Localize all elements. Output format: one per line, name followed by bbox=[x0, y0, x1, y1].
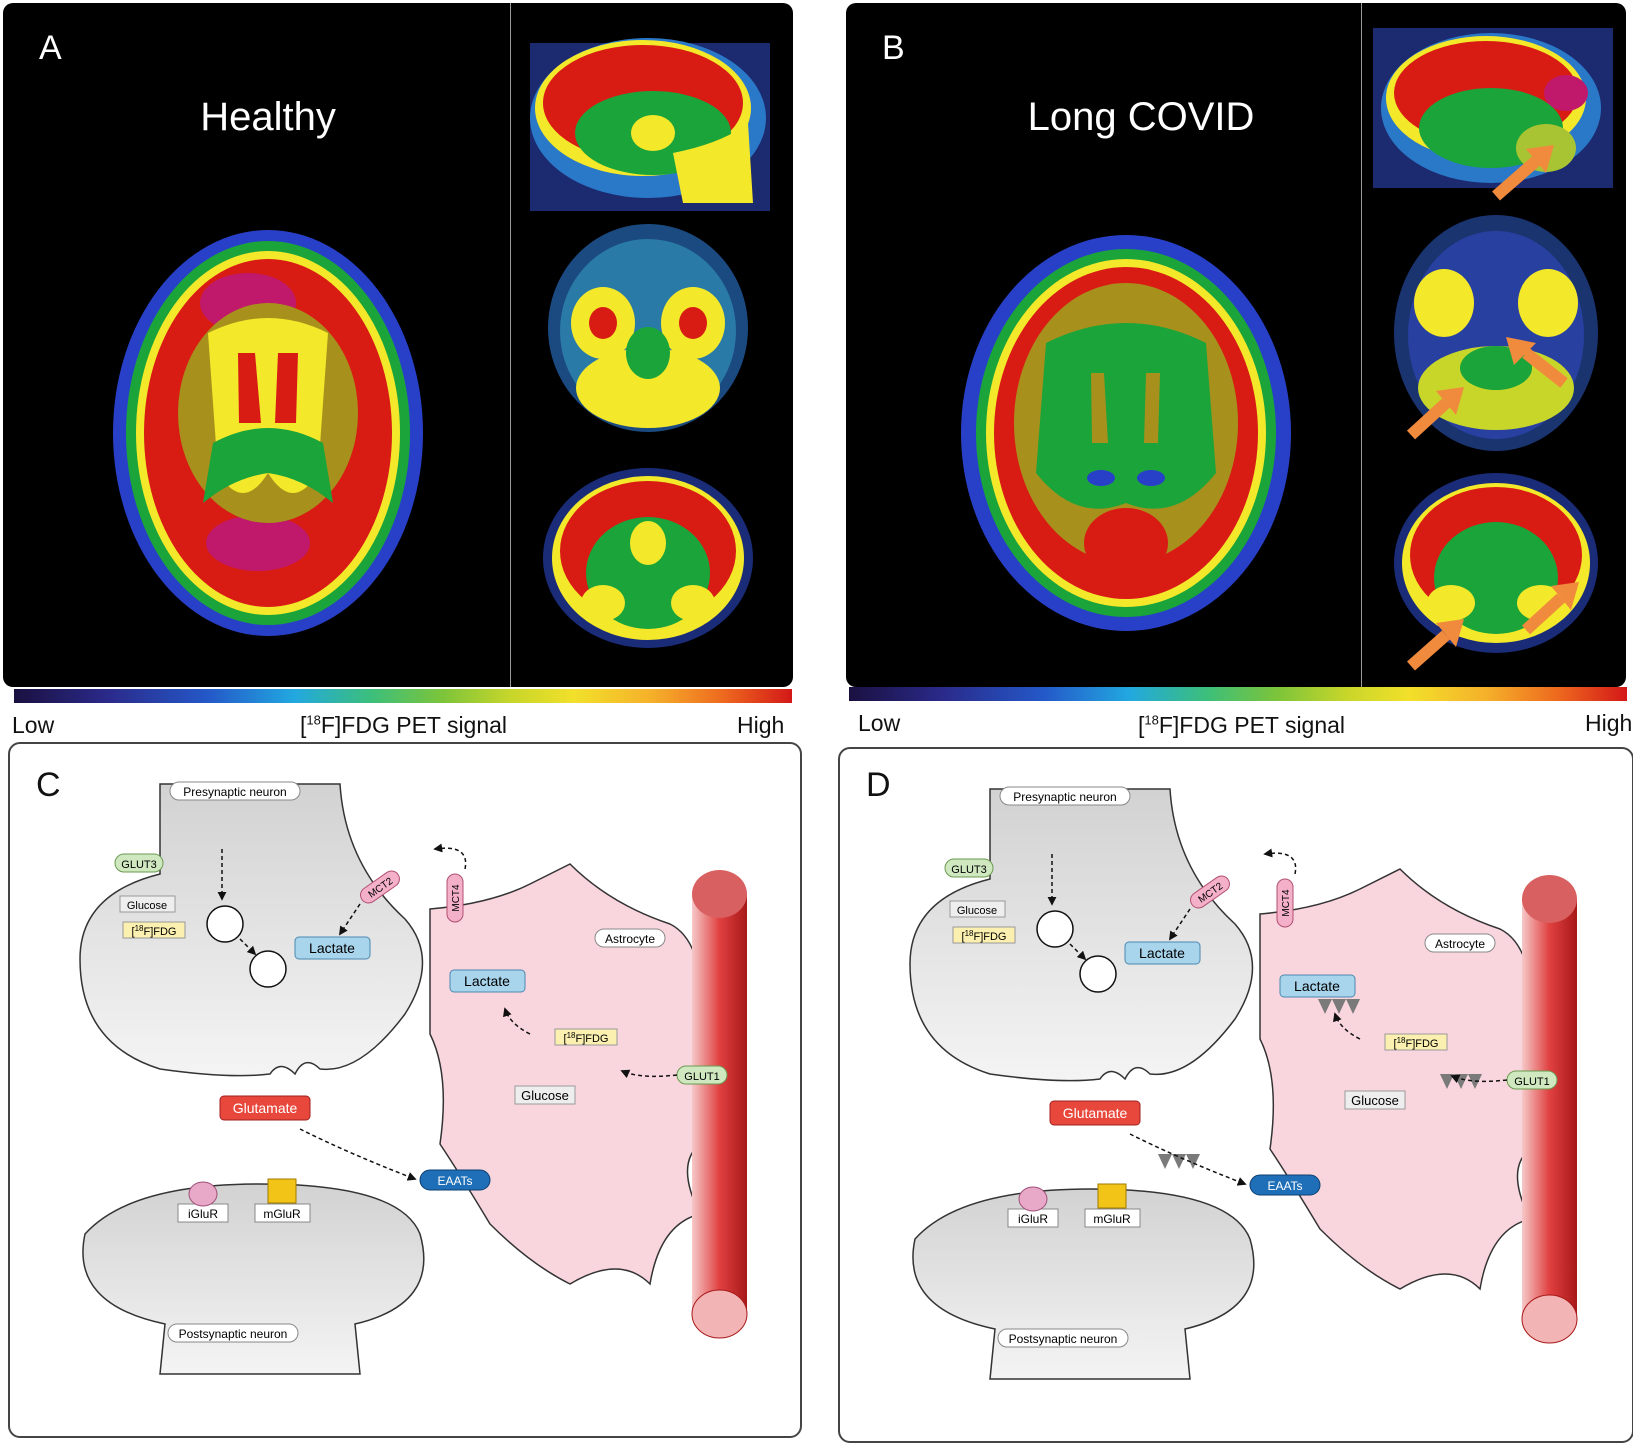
pet-title-healthy: Healthy bbox=[200, 95, 336, 139]
presynaptic-label: Presynaptic neuron bbox=[1013, 790, 1116, 804]
lactate-neuron-label: Lactate bbox=[1139, 945, 1185, 961]
fdg-astrocyte-label: [18F]FDG bbox=[564, 1031, 609, 1045]
panel-letter-d: D bbox=[866, 766, 891, 804]
down-triangle-icon bbox=[1158, 1154, 1172, 1169]
colorbar-b-low: Low bbox=[858, 710, 901, 736]
mglur-label: mGluR bbox=[1093, 1212, 1131, 1226]
panel-letter-b: B bbox=[882, 29, 905, 67]
astrocyte-label: Astrocyte bbox=[605, 932, 655, 946]
postsynaptic-neuron bbox=[912, 1188, 1255, 1380]
presynaptic-neuron bbox=[79, 783, 424, 1077]
colorbar-a bbox=[14, 689, 792, 703]
iglur-receptor-icon bbox=[1018, 1186, 1048, 1212]
glutamate-label: Glutamate bbox=[1063, 1105, 1128, 1121]
diagram-panel-healthy: C Presynaptic neuron Postsynaptic neuron bbox=[8, 742, 802, 1438]
iglur-label: iGluR bbox=[1018, 1212, 1048, 1226]
glut1-label: GLUT1 bbox=[1514, 1076, 1549, 1088]
synapse-diagram-long-covid: Presynaptic neuron Postsynaptic neuron A… bbox=[909, 786, 1578, 1380]
axial-scan-long-covid bbox=[961, 28, 1613, 671]
axial-small-scan-long-covid bbox=[1394, 215, 1598, 451]
arrow-orange-icon bbox=[1521, 582, 1579, 635]
pet-title-long-covid: Long COVID bbox=[1027, 95, 1255, 139]
arrow-orange-icon bbox=[1407, 619, 1464, 671]
pet-divider bbox=[510, 3, 511, 687]
postsynaptic-neuron bbox=[82, 1183, 425, 1375]
glucose-label: Glucose bbox=[957, 905, 997, 917]
eaats-label: EAATs bbox=[437, 1174, 472, 1188]
colorbar-b bbox=[849, 687, 1627, 701]
blood-vessel bbox=[691, 870, 748, 1339]
presynaptic-neuron bbox=[909, 788, 1254, 1082]
glucose-astrocyte-label: Glucose bbox=[521, 1088, 569, 1103]
down-triangle-icon bbox=[1318, 999, 1332, 1014]
sagittal-scan-long-covid bbox=[1373, 28, 1613, 188]
lactate-astrocyte-label: Lactate bbox=[1294, 978, 1340, 994]
panel-letter-a: A bbox=[39, 29, 62, 67]
colorbar-b-label: [18F]FDG PET signal bbox=[1138, 712, 1346, 738]
presynaptic-label: Presynaptic neuron bbox=[183, 785, 286, 799]
mct4-label: MCT4 bbox=[451, 884, 462, 912]
colorbar-a-high: High bbox=[737, 712, 785, 738]
pet-panel-long-covid: B Long COVID bbox=[846, 3, 1626, 687]
diagram-panel-long-covid: D Presynaptic neuron Postsynaptic neuron… bbox=[838, 747, 1633, 1443]
glut3-label: GLUT3 bbox=[121, 859, 156, 871]
panel-letter-c: C bbox=[36, 766, 61, 804]
mglur-receptor-icon bbox=[1097, 1183, 1127, 1209]
arrow-orange-icon bbox=[1406, 387, 1464, 440]
coronal-scan-healthy bbox=[543, 468, 753, 648]
astrocyte-label: Astrocyte bbox=[1435, 937, 1485, 951]
reduced-signal-arrows bbox=[1406, 145, 1579, 671]
synapse-diagram-healthy: Presynaptic neuron Postsynaptic neuron A… bbox=[79, 781, 748, 1375]
down-triangle-icon bbox=[1186, 1154, 1200, 1169]
colorbar-a-low: Low bbox=[12, 712, 55, 738]
down-triangle-icon bbox=[1332, 999, 1346, 1014]
pet-divider bbox=[1361, 3, 1362, 687]
pet-panel-healthy: A Healthy bbox=[3, 3, 793, 687]
arrow-orange-icon bbox=[1492, 145, 1554, 201]
colorbar-a-label: [18F]FDG PET signal bbox=[300, 712, 508, 738]
lactate-astrocyte-label: Lactate bbox=[464, 973, 510, 989]
glut1-label: GLUT1 bbox=[684, 1071, 719, 1083]
postsynaptic-label: Postsynaptic neuron bbox=[179, 1327, 288, 1341]
axial-small-scan-healthy bbox=[548, 224, 748, 432]
glut3-label: GLUT3 bbox=[951, 864, 986, 876]
eaats-label: EAATs bbox=[1267, 1179, 1302, 1193]
arrow-orange-icon bbox=[1506, 337, 1568, 388]
sagittal-scan-healthy bbox=[530, 38, 770, 211]
lactate-neuron-label: Lactate bbox=[309, 940, 355, 956]
coronal-scan-long-covid bbox=[1394, 473, 1598, 653]
mglur-receptor-icon bbox=[267, 1178, 297, 1204]
glucose-label: Glucose bbox=[127, 900, 167, 912]
fdg-label: [18F]FDG bbox=[132, 924, 177, 938]
down-triangle-icon bbox=[1172, 1154, 1186, 1169]
postsynaptic-label: Postsynaptic neuron bbox=[1009, 1332, 1118, 1346]
fdg-astrocyte-label: [18F]FDG bbox=[1394, 1036, 1439, 1050]
glucose-astrocyte-label: Glucose bbox=[1351, 1093, 1399, 1108]
glutamate-label: Glutamate bbox=[233, 1100, 298, 1116]
fdg-label: [18F]FDG bbox=[962, 929, 1007, 943]
mct4-label: MCT4 bbox=[1281, 889, 1292, 917]
down-triangle-icon bbox=[1346, 999, 1360, 1014]
axial-scan-healthy bbox=[113, 38, 770, 648]
iglur-receptor-icon bbox=[188, 1181, 218, 1207]
blood-vessel bbox=[1521, 875, 1578, 1344]
colorbar-b-high: High bbox=[1585, 710, 1633, 736]
iglur-label: iGluR bbox=[188, 1207, 218, 1221]
mglur-label: mGluR bbox=[263, 1207, 301, 1221]
